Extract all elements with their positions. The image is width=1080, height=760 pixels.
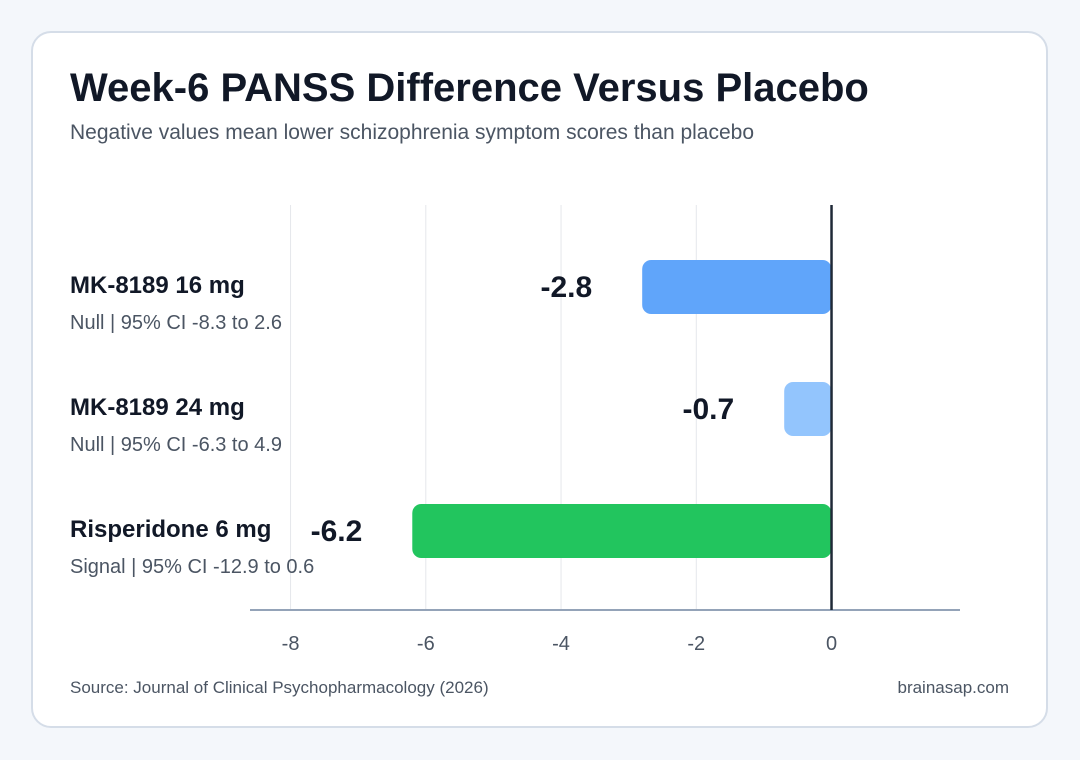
x-tick-label: -6 <box>417 633 435 655</box>
x-tick-label: -4 <box>552 633 570 655</box>
ci-annotation: Null | 95% CI -6.3 to 4.9 <box>70 434 282 456</box>
value-label: -6.2 <box>311 515 363 548</box>
category-label: MK-8189 24 mg <box>70 394 245 421</box>
brand-name: brainasap.com <box>897 678 1009 697</box>
category-label: MK-8189 16 mg <box>70 272 245 299</box>
x-tick-label: 0 <box>826 633 837 655</box>
bar <box>642 260 832 314</box>
category-label: Risperidone 6 mg <box>70 516 271 543</box>
x-tick-label: -2 <box>687 633 705 655</box>
bar <box>412 504 832 558</box>
chart-card <box>31 31 1048 728</box>
x-tick-label: -8 <box>282 633 300 655</box>
ci-annotation: Signal | 95% CI -12.9 to 0.6 <box>70 556 314 578</box>
value-label: -2.8 <box>540 271 592 304</box>
bar <box>784 382 832 436</box>
labels: -8 -6 -4 -2 0 MK-8189 16 mg Null | 95% CI -8.3… <box>70 271 837 655</box>
source-note: Source: Journal of Clinical Psychopharma… <box>70 678 489 697</box>
ci-annotation: Null | 95% CI -8.3 to 2.6 <box>70 312 282 334</box>
axes <box>250 205 960 611</box>
chart-subtitle: Negative values mean lower schizophrenia… <box>70 121 755 144</box>
chart-title: Week-6 PANSS Difference Versus Placebo <box>70 66 869 110</box>
value-label: -0.7 <box>682 393 734 426</box>
bars <box>412 260 832 558</box>
